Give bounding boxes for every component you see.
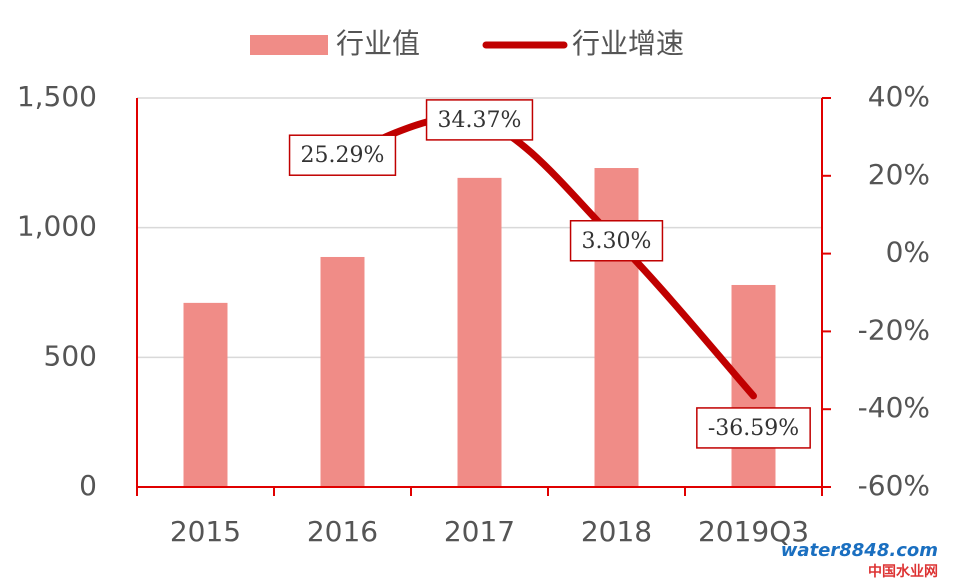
legend-label: 行业值 [336, 27, 420, 60]
data-label: -36.59% [708, 416, 799, 441]
y2-tick-label: 40% [868, 80, 930, 113]
data-label-box [425, 99, 534, 141]
y-tick-label: 500 [44, 339, 97, 372]
x-tick-label: 2019Q3 [698, 515, 809, 548]
watermark: water8848.com [781, 540, 938, 561]
data-label: 34.37% [438, 108, 522, 133]
y-tick-label: 1,500 [17, 80, 97, 113]
data-label: 25.29% [301, 143, 385, 168]
bar [320, 256, 365, 487]
x-tick-label: 2017 [444, 515, 515, 548]
y2-tick-label: 0% [886, 236, 930, 269]
bar [731, 284, 776, 487]
data-label: 3.30% [582, 229, 652, 254]
y2-tick-label: -40% [858, 391, 930, 424]
data-label-box [288, 134, 397, 176]
growth-line [339, 113, 757, 400]
legend-label: 行业增速 [572, 27, 684, 60]
y2-tick-label: -60% [858, 469, 930, 502]
y-tick-label: 1,000 [17, 210, 97, 243]
x-tick-label: 2018 [581, 515, 652, 548]
data-label-box [569, 220, 664, 262]
legend-swatch [250, 35, 328, 55]
data-label-box [696, 407, 811, 449]
bar [183, 302, 228, 487]
x-tick-label: 2015 [170, 515, 241, 548]
bar [457, 177, 502, 487]
y2-tick-label: 20% [868, 158, 930, 191]
watermark-sub: 中国水业网 [868, 563, 938, 580]
y-tick-label: 0 [79, 469, 97, 502]
y2-tick-label: -20% [858, 313, 930, 346]
x-tick-label: 2016 [307, 515, 378, 548]
bar [594, 168, 639, 487]
